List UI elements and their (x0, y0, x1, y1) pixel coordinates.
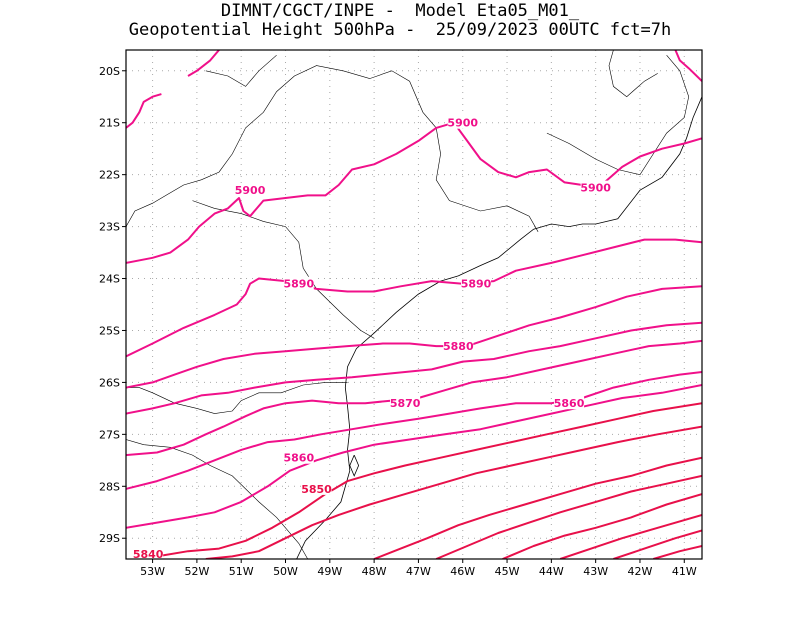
contour-5870 (126, 321, 702, 415)
state-boundary (546, 55, 690, 176)
lon-tick-label: 53W (140, 565, 165, 578)
contour-label-bg (235, 183, 266, 197)
state-boundary (126, 439, 308, 559)
lat-tick-label: 20S (99, 65, 120, 78)
lat-tick-label: 26S (99, 376, 120, 389)
lat-tick-label: 23S (99, 221, 120, 234)
contour-label: 5870 (390, 397, 421, 410)
contour-label-layer: 5900 5900 5900 5890 5890 5880 5870 5860 5860 5850… (133, 115, 611, 561)
contour-5840 (373, 456, 702, 559)
lat-tick-label: 27S (99, 428, 120, 441)
contour-label-bg (301, 481, 332, 495)
contour-label: 5900 (580, 182, 611, 195)
contour-label: 5840 (133, 548, 164, 561)
state-boundary (192, 200, 375, 339)
contour-5900 (126, 93, 162, 129)
lon-tick-label: 50W (273, 565, 298, 578)
axis-tick-layer: 20S 21S 22S 23S 24S 25S 26S 27S 28S 29S 53W 52W 51W 5… (99, 65, 697, 578)
lon-tick-label: 44W (539, 565, 564, 578)
contour-label-bg (283, 450, 314, 464)
contour-5870 (126, 339, 702, 457)
contour-5900 (187, 50, 220, 77)
lon-tick-label: 51W (229, 565, 254, 578)
contour-5850 (135, 402, 702, 559)
lat-tick-label: 28S (99, 480, 120, 493)
lon-tick-label: 41W (672, 565, 697, 578)
lon-tick-label: 42W (628, 565, 653, 578)
contour-5840 (205, 425, 702, 559)
coastline-layer (126, 50, 702, 559)
lon-tick-label: 46W (450, 565, 475, 578)
map-frame (126, 50, 702, 559)
contour-label-bg (283, 276, 314, 290)
coastline (349, 454, 360, 477)
lon-tick-label: 52W (184, 565, 209, 578)
title-line-2: Geopotential Height 500hPa - 25/09/2023 … (128, 20, 672, 40)
contour-label: 5900 (447, 117, 478, 130)
contour-label: 5900 (235, 184, 266, 197)
contour-label-bg (133, 546, 164, 560)
lon-tick-label: 45W (495, 565, 520, 578)
contour-label: 5880 (443, 340, 474, 353)
coastline (296, 96, 702, 559)
map-border (125, 49, 703, 560)
lat-tick-label: 24S (99, 273, 120, 286)
contour-label-bg (447, 115, 478, 129)
lon-tick-label: 49W (317, 565, 342, 578)
lat-tick-label: 29S (99, 532, 120, 545)
lat-tick-label: 25S (99, 324, 120, 337)
lon-tick-label: 43W (583, 565, 608, 578)
state-boundary (126, 65, 539, 232)
contour-label: 5860 (554, 397, 585, 410)
contour-5900 (674, 50, 702, 82)
contour-label: 5860 (283, 452, 314, 465)
contour-5840 (653, 545, 702, 559)
contour-5840 (613, 529, 702, 559)
lat-tick-label: 21S (99, 117, 120, 130)
lon-tick-label: 47W (406, 565, 431, 578)
contour-label-bg (390, 396, 421, 410)
lat-tick-label: 22S (99, 169, 120, 182)
contour-label: 5850 (301, 483, 332, 496)
contour-label: 5890 (283, 278, 314, 291)
contour-5840 (435, 474, 702, 559)
map-title: DIMNT/CGCT/INPE - Model Eta05_M01_ Geopo… (0, 2, 800, 40)
contour-label-bg (580, 180, 611, 194)
contour-5860 (126, 384, 702, 529)
contour-label-bg (443, 339, 474, 353)
state-boundary (126, 382, 348, 414)
state-boundary (205, 54, 277, 87)
contour-5860 (126, 371, 702, 490)
contour-label-bg (554, 396, 585, 410)
title-line-1: DIMNT/CGCT/INPE - Model Eta05_M01_ (220, 1, 580, 21)
state-boundary (608, 50, 658, 98)
contour-5840 (559, 513, 702, 559)
contour-label: 5890 (461, 278, 492, 291)
contour-5840 (502, 493, 702, 559)
contour-label-bg (461, 276, 492, 290)
lon-tick-label: 48W (362, 565, 387, 578)
grid-layer (126, 50, 702, 559)
contour-5880 (126, 285, 702, 389)
contour-5890 (126, 238, 702, 358)
